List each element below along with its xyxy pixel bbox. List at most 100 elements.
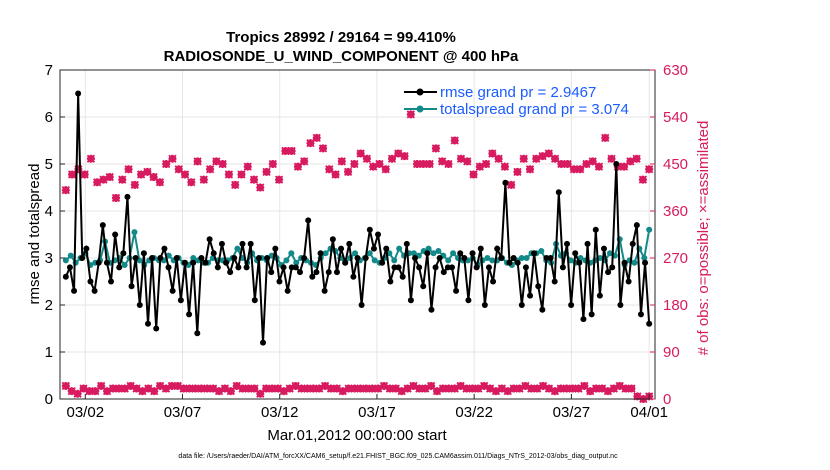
- obs-low-assimilated: [462, 384, 471, 393]
- rmse-point: [218, 240, 225, 247]
- obs-high-assimilated: [412, 159, 422, 169]
- obs-low-assimilated: [580, 381, 589, 391]
- rmse-point: [518, 302, 525, 308]
- rmse-point: [399, 273, 406, 280]
- obs-high-assimilated: [350, 159, 359, 169]
- rmse-point: [391, 264, 398, 271]
- rmse-point: [309, 273, 316, 280]
- y-right-tick-label: 90: [663, 344, 680, 361]
- rmse-point: [329, 236, 336, 243]
- totalspread-point: [396, 245, 403, 252]
- obs-high-assimilated: [387, 154, 397, 163]
- rmse-point: [71, 287, 78, 294]
- obs-low-assimilated: [150, 387, 159, 396]
- obs-low-assimilated: [214, 387, 224, 396]
- obs-low-assimilated: [550, 387, 560, 396]
- obs-low-assimilated: [303, 384, 312, 393]
- obs-low-assimilated: [444, 384, 453, 393]
- rmse-point: [453, 287, 460, 294]
- obs-low-assimilated: [621, 384, 630, 393]
- plot-area: [60, 70, 655, 399]
- obs-low-assimilated: [427, 381, 436, 391]
- totalspread-point: [410, 250, 417, 257]
- obs-low-assimilated: [315, 384, 324, 393]
- rmse-point: [247, 240, 254, 247]
- y-left-tick-label: 2: [45, 297, 53, 314]
- obs-high-assimilated: [475, 162, 484, 171]
- x-axis-label: Mar.01,2012 00:00:00 start: [267, 427, 447, 444]
- obs-high-assimilated: [86, 154, 96, 163]
- rmse-point: [366, 226, 373, 233]
- rmse-point: [383, 245, 390, 252]
- obs-low-assimilated: [485, 384, 495, 393]
- totalspread-point: [67, 252, 74, 259]
- obs-high-assimilated: [162, 159, 171, 169]
- totalspread-point: [489, 257, 496, 264]
- rmse-point: [260, 339, 267, 346]
- obs-low-assimilated: [209, 384, 218, 393]
- obs-high-assimilated: [375, 159, 384, 169]
- y-axis-left-label: rmse and totalspread: [26, 164, 43, 305]
- rmse-point: [83, 245, 90, 252]
- y-right-tick-label: 540: [663, 109, 688, 126]
- rmse-point: [490, 278, 497, 285]
- rmse-point: [292, 264, 299, 271]
- totalspread-point: [283, 257, 290, 264]
- obs-low-assimilated: [132, 384, 141, 393]
- rmse-point: [633, 222, 640, 229]
- obs-high-assimilated: [187, 178, 196, 187]
- totalspread-point: [62, 257, 69, 264]
- obs-high-assimilated: [67, 170, 77, 179]
- y-right-tick-label: 180: [663, 297, 688, 314]
- obs-low-assimilated: [244, 384, 253, 393]
- obs-low-assimilated: [503, 387, 512, 396]
- rmse-point: [181, 259, 188, 266]
- obs-low-assimilated: [438, 384, 448, 393]
- obs-high-assimilated: [525, 165, 535, 174]
- rmse-point: [613, 161, 620, 167]
- rmse-point: [66, 264, 73, 271]
- obs-low-assimilated: [356, 384, 365, 393]
- rmse-point: [321, 287, 328, 294]
- rmse-point: [239, 240, 246, 247]
- totalspread-point: [538, 247, 545, 254]
- rmse-point: [186, 311, 193, 318]
- obs-high-assimilated: [343, 167, 353, 176]
- rmse-point: [120, 250, 127, 257]
- rmse-point: [485, 264, 492, 271]
- obs-low-assimilated: [391, 384, 400, 393]
- rmse-point: [325, 269, 332, 276]
- rmse-point: [194, 330, 201, 337]
- y-axis-right-label: # of obs: o=possible; ×=assimilated: [695, 121, 712, 356]
- rmse-point: [272, 245, 279, 252]
- obs-high-assimilated: [312, 133, 321, 143]
- obs-high-assimilated: [325, 165, 334, 174]
- rmse-point: [609, 264, 616, 271]
- obs-low-assimilated: [67, 387, 76, 396]
- rmse-point: [116, 264, 123, 271]
- rmse-point: [596, 292, 603, 299]
- obs-high-assimilated: [93, 178, 102, 187]
- totalspread-point: [190, 255, 197, 261]
- rmse-point: [420, 283, 427, 290]
- obs-high-assimilated: [463, 157, 472, 166]
- rmse-point: [305, 217, 312, 224]
- obs-high-assimilated: [594, 162, 604, 171]
- obs-high-assimilated: [281, 146, 290, 156]
- totalspread-point: [523, 255, 530, 261]
- obs-high-assimilated: [124, 165, 133, 174]
- rmse-point: [444, 264, 451, 271]
- plot-frame: [59, 69, 656, 400]
- obs-high-assimilated: [300, 157, 309, 166]
- obs-low-assimilated: [368, 384, 377, 393]
- rmse-point: [210, 250, 217, 257]
- rmse-point: [514, 259, 521, 266]
- obs-low-assimilated: [432, 387, 442, 396]
- obs-high-assimilated: [249, 175, 259, 184]
- y-right-tick-label: 270: [663, 250, 688, 267]
- obs-low-assimilated: [167, 381, 177, 391]
- rmse-point: [103, 259, 110, 266]
- y-left-tick-label: 7: [45, 62, 53, 79]
- rmse-point: [642, 259, 649, 266]
- totalspread-point: [425, 245, 432, 252]
